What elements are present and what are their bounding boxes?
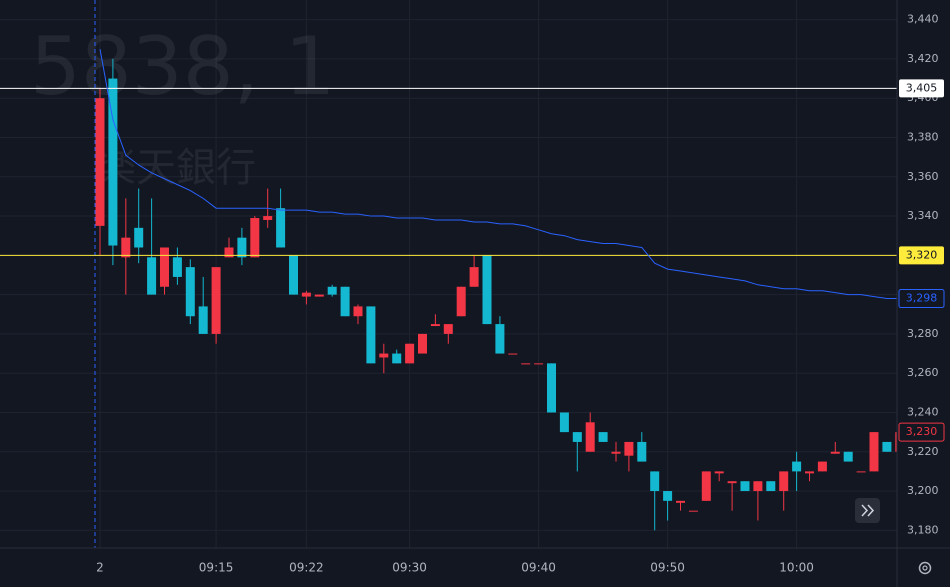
candle-body bbox=[534, 363, 544, 365]
y-tick-label: 3,220 bbox=[907, 445, 939, 458]
x-tick-label: 2 bbox=[96, 561, 104, 575]
candle-body bbox=[469, 267, 479, 287]
y-tick-label: 3,240 bbox=[907, 405, 939, 418]
x-tick-label: 09:15 bbox=[199, 561, 234, 575]
candle-body bbox=[353, 306, 363, 317]
candle-body bbox=[301, 292, 311, 297]
x-tick-label: 09:30 bbox=[392, 561, 427, 575]
candle-body bbox=[340, 286, 350, 317]
candle-body bbox=[547, 363, 556, 413]
candle-body bbox=[753, 481, 763, 492]
x-tick-label: 09:22 bbox=[289, 561, 324, 575]
candle-body bbox=[482, 255, 492, 325]
candle-body bbox=[611, 451, 621, 454]
candle-body bbox=[637, 441, 647, 462]
candle-body bbox=[508, 353, 518, 355]
candle-body bbox=[327, 286, 337, 295]
candle-body bbox=[443, 324, 453, 334]
candle-body bbox=[405, 343, 415, 364]
candle-body bbox=[740, 481, 750, 492]
candle-body bbox=[211, 267, 221, 334]
candle-body bbox=[263, 216, 273, 220]
y-tick-label: 3,280 bbox=[907, 327, 939, 340]
vwap-label: 3,298 bbox=[906, 292, 938, 305]
candle-body bbox=[95, 98, 105, 226]
watermark-name: 楽天銀行 bbox=[96, 145, 256, 191]
y-tick-label: 3,260 bbox=[907, 366, 939, 379]
candle-body bbox=[495, 324, 505, 354]
candle-body bbox=[598, 432, 608, 442]
candle-body bbox=[314, 294, 324, 297]
candle-body bbox=[224, 247, 234, 258]
candle-body bbox=[869, 432, 879, 472]
candle-body bbox=[418, 333, 427, 354]
candle-body bbox=[366, 306, 376, 364]
candle-body bbox=[792, 461, 802, 472]
candle-body bbox=[663, 491, 673, 501]
scroll-button[interactable] bbox=[855, 498, 880, 523]
price-label: 3,320 bbox=[906, 248, 938, 261]
plot-area bbox=[0, 49, 897, 531]
y-tick-label: 3,380 bbox=[907, 130, 939, 143]
candle-body bbox=[198, 306, 208, 334]
candle-body bbox=[572, 432, 582, 442]
candle-body bbox=[108, 78, 118, 246]
y-tick-label: 3,340 bbox=[907, 209, 939, 222]
candle-body bbox=[121, 237, 131, 258]
candle-body bbox=[456, 286, 466, 317]
candle-body bbox=[289, 255, 298, 295]
candle-body bbox=[624, 441, 634, 456]
candle-body bbox=[276, 208, 286, 248]
y-tick-label: 3,180 bbox=[907, 523, 939, 536]
x-tick-label: 09:50 bbox=[650, 561, 685, 575]
candle-body bbox=[714, 471, 724, 474]
candle-body bbox=[185, 267, 195, 317]
candle-body bbox=[805, 471, 814, 474]
candle-body bbox=[134, 227, 144, 248]
candle-body bbox=[727, 481, 737, 484]
candle-body bbox=[830, 451, 840, 454]
candle-body bbox=[172, 257, 182, 277]
candle-body bbox=[430, 324, 440, 327]
watermark-symbol: 5838, 1 bbox=[30, 20, 335, 113]
settings-button[interactable] bbox=[918, 561, 932, 575]
y-tick-label: 3,440 bbox=[907, 13, 939, 26]
candle-body bbox=[160, 247, 169, 287]
candle-body bbox=[379, 353, 389, 358]
axis-labels: 3,1803,2003,2203,2403,2603,2803,3003,320… bbox=[96, 13, 945, 575]
x-tick-label: 10:00 bbox=[779, 561, 814, 575]
candle-body bbox=[856, 471, 866, 473]
vwap-label-box bbox=[898, 289, 945, 309]
candle-body bbox=[688, 510, 698, 512]
y-tick-label: 3,360 bbox=[907, 170, 939, 183]
candle-body bbox=[895, 432, 897, 452]
candle-body bbox=[559, 412, 569, 433]
y-tick-label: 3,200 bbox=[907, 484, 939, 497]
candle-body bbox=[585, 422, 595, 452]
candle-body bbox=[237, 237, 247, 258]
candle-body bbox=[882, 441, 892, 452]
candle-body bbox=[392, 353, 402, 364]
candle-body bbox=[701, 471, 711, 501]
price-label-box bbox=[899, 246, 944, 265]
vwap-line bbox=[99, 49, 897, 300]
candle-body bbox=[843, 451, 853, 462]
last-price-box bbox=[898, 422, 945, 442]
price-label-box bbox=[899, 79, 944, 98]
candle-body bbox=[650, 471, 660, 492]
price-label: 3,405 bbox=[906, 81, 938, 94]
candle-body bbox=[250, 218, 260, 258]
candle-body bbox=[817, 461, 827, 472]
y-tick-label: 3,420 bbox=[907, 52, 939, 65]
x-tick-label: 09:40 bbox=[521, 561, 556, 575]
candle-body bbox=[676, 500, 685, 503]
candle-body bbox=[766, 481, 776, 492]
candle-body bbox=[521, 363, 531, 365]
candle-body bbox=[147, 257, 157, 295]
candle-body bbox=[779, 471, 789, 492]
last-price-label: 3,230 bbox=[906, 425, 938, 438]
